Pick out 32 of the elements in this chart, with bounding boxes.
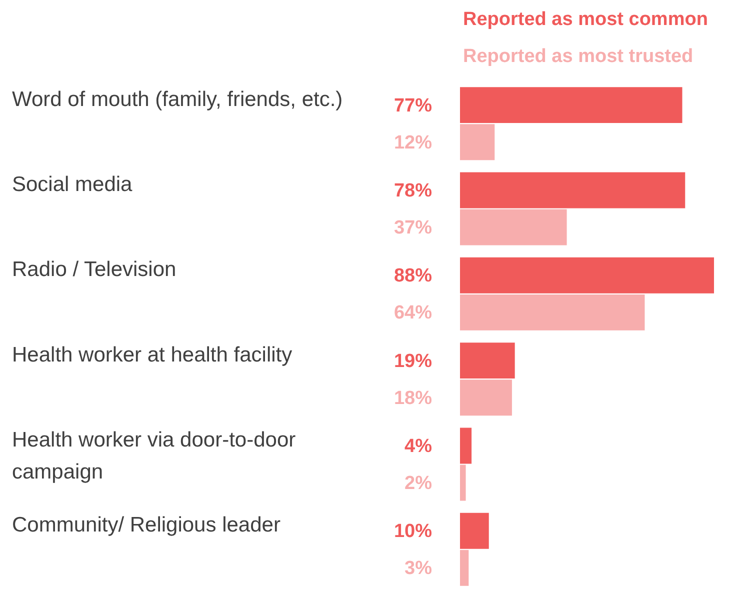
data-label: 12% [394,132,432,154]
data-label: 18% [394,388,432,409]
data-label: 2% [404,473,432,494]
data-label: 88% [394,266,432,287]
y-tick-label: Social media [12,172,133,196]
data-label: 4% [404,436,432,457]
bar [460,342,515,379]
y-tick-label: Word of mouth (family, friends, etc.) [12,88,343,111]
data-label: 77% [394,95,432,116]
bar [460,428,472,464]
data-label: 64% [394,302,432,324]
bar [460,550,469,586]
bar [460,87,682,124]
bar [460,294,645,330]
text: Reported as most trusted [463,46,694,68]
y-tick-label: Community/ Religious leader [12,514,280,537]
data-label: 37% [394,218,432,239]
data-label: 10% [394,521,432,542]
bar [460,380,512,416]
bar [460,209,567,246]
text: Reported as most common [463,9,708,30]
bar [460,512,489,549]
data-label: 19% [394,350,432,372]
data-label: 3% [404,558,432,580]
bar [460,172,686,208]
data-label: 78% [394,180,432,202]
y-tick-label: Health worker at health facility [12,343,293,366]
bar [460,257,714,294]
bar [460,464,466,501]
y-tick-label: Radio / Television [12,258,176,282]
bar [460,124,495,160]
y-tick-label: Health worker via door-to-door campaign [12,428,296,484]
